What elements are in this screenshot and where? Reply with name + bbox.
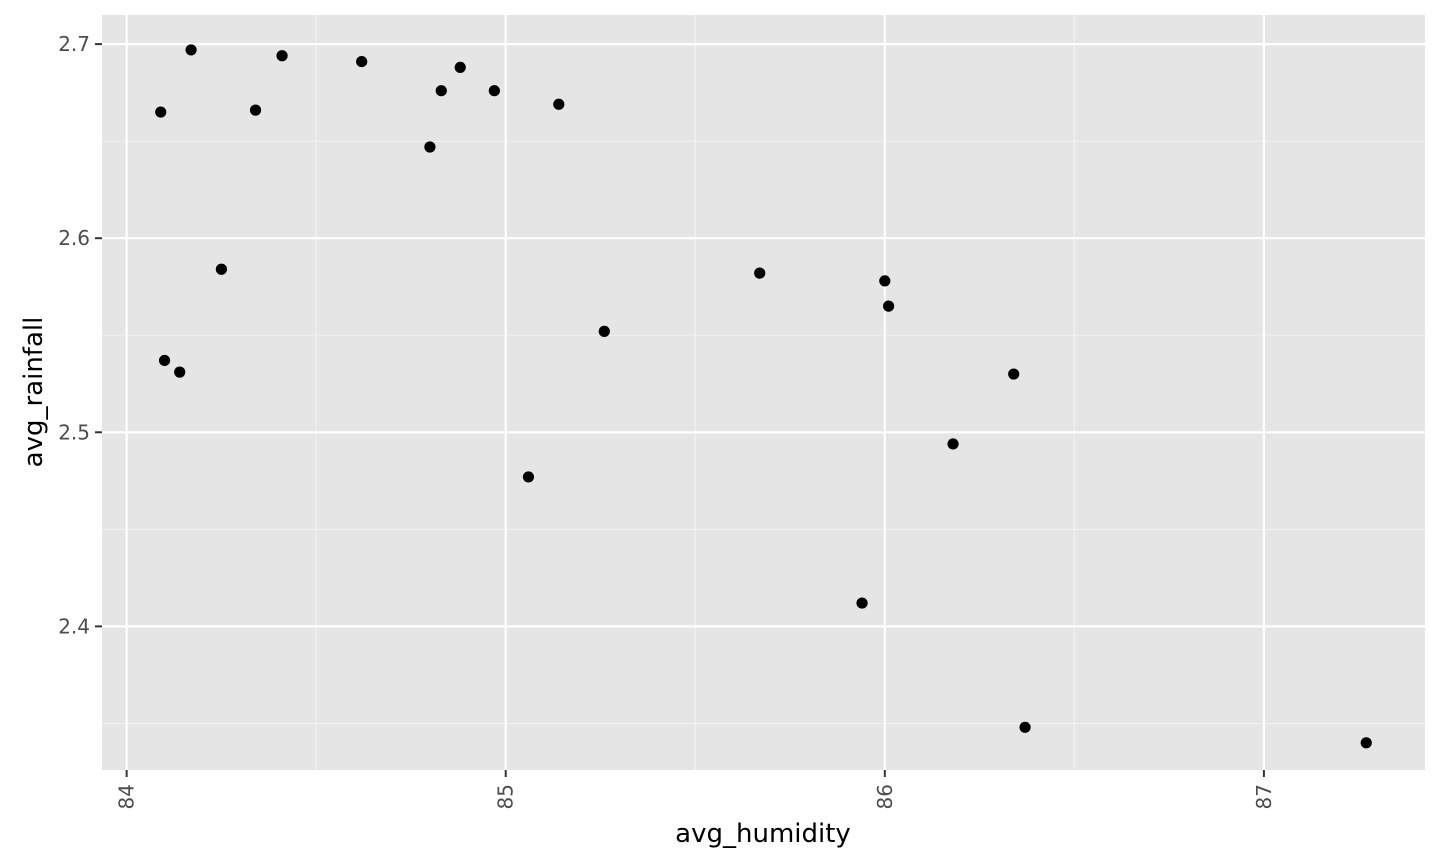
x-tick-label-2: 86 xyxy=(873,784,897,809)
data-point-4 xyxy=(215,263,228,275)
plot-panel xyxy=(102,15,1425,770)
y-tick-label-2: 2.6 xyxy=(58,226,90,250)
data-point-13 xyxy=(553,98,565,110)
data-point-15 xyxy=(754,267,766,279)
major-gridlines xyxy=(102,15,1425,770)
data-point-22 xyxy=(1360,737,1372,749)
data-point-19 xyxy=(947,438,959,450)
y-axis-title: avg_rainfall xyxy=(19,317,49,468)
data-point-20 xyxy=(1008,368,1020,380)
data-point-17 xyxy=(879,275,891,287)
data-point-1 xyxy=(158,354,171,367)
data-point-18 xyxy=(882,300,895,312)
data-point-14 xyxy=(598,325,610,337)
x-axis-title: avg_humidity xyxy=(675,819,851,849)
y-tick-label-3: 2.7 xyxy=(58,32,90,56)
data-point-6 xyxy=(276,50,288,62)
y-tick-label-1: 2.5 xyxy=(58,420,90,444)
y-axis: 2.4 2.5 2.6 2.7 xyxy=(58,32,102,638)
data-point-5 xyxy=(249,104,262,116)
data-point-16 xyxy=(856,597,868,609)
x-axis: 84 85 86 87 xyxy=(115,770,1276,809)
x-tick-label-1: 85 xyxy=(494,784,518,809)
minor-gridlines xyxy=(102,15,1425,770)
data-point-3 xyxy=(185,44,197,56)
data-point-12 xyxy=(522,471,535,483)
data-point-21 xyxy=(1019,721,1031,733)
data-point-0 xyxy=(155,106,167,118)
data-point-2 xyxy=(174,366,186,378)
data-point-9 xyxy=(435,85,447,97)
x-tick-label-0: 84 xyxy=(115,784,139,809)
data-point-11 xyxy=(488,85,500,97)
data-point-8 xyxy=(424,141,436,153)
data-points xyxy=(155,44,1372,749)
data-point-10 xyxy=(454,61,466,74)
data-point-7 xyxy=(356,55,368,68)
x-tick-label-3: 87 xyxy=(1252,784,1276,809)
y-tick-label-0: 2.4 xyxy=(58,614,90,638)
